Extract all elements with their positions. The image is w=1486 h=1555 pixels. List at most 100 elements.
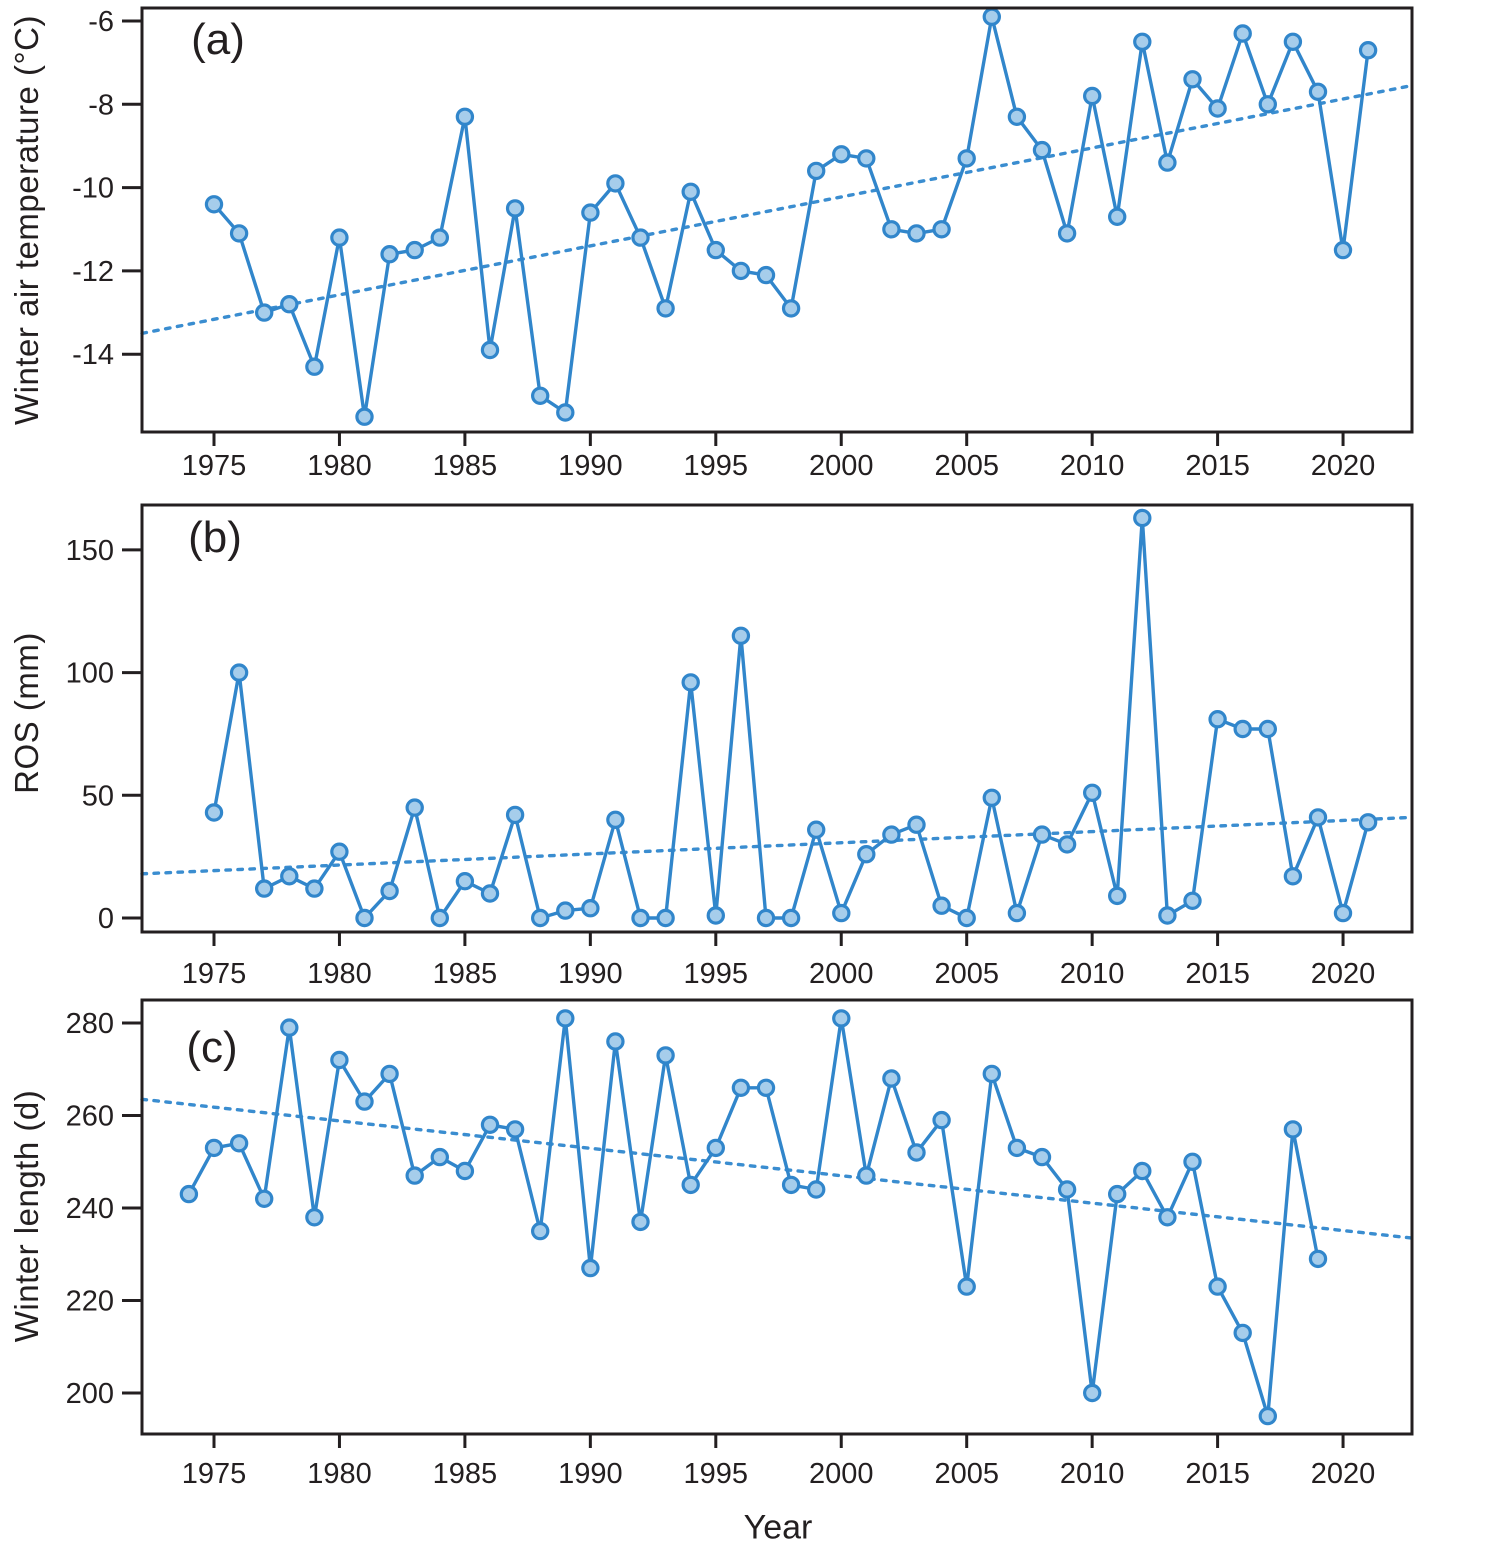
x-tick-label-b-1980: 1980 xyxy=(307,958,372,990)
data-point-b-2012 xyxy=(1133,508,1152,528)
x-tick-label-a-2020: 2020 xyxy=(1311,450,1376,482)
data-point-a-1983 xyxy=(405,240,424,260)
data-point-a-2006 xyxy=(982,7,1002,26)
data-point-c-1995 xyxy=(706,1138,726,1158)
data-point-a-2015 xyxy=(1208,99,1227,118)
data-point-a-2005 xyxy=(957,149,976,168)
data-point-b-1979 xyxy=(305,879,324,898)
x-tick-label-b-1975: 1975 xyxy=(182,958,247,990)
data-point-a-1990 xyxy=(581,203,600,222)
data-point-c-1986 xyxy=(480,1115,500,1135)
data-point-b-1997 xyxy=(756,908,776,928)
data-point-a-2021 xyxy=(1358,41,1378,60)
trend-line-b xyxy=(140,815,1414,876)
data-point-b-1999 xyxy=(807,820,826,839)
data-point-b-1998 xyxy=(781,908,801,928)
data-point-c-2009 xyxy=(1057,1180,1077,1199)
x-tick-label-c-1975: 1975 xyxy=(182,1458,247,1490)
data-point-c-1999 xyxy=(807,1180,826,1199)
data-point-a-1998 xyxy=(781,299,801,318)
trend-line-a xyxy=(140,83,1414,336)
data-point-c-2012 xyxy=(1133,1161,1152,1181)
data-point-a-1997 xyxy=(756,265,776,285)
data-line-b xyxy=(212,516,1370,920)
data-point-b-2014 xyxy=(1183,891,1202,911)
data-point-a-2011 xyxy=(1107,207,1127,226)
data-point-a-2013 xyxy=(1158,153,1177,172)
data-point-b-1991 xyxy=(606,810,625,830)
data-point-b-2015 xyxy=(1208,710,1227,729)
data-point-c-1997 xyxy=(756,1078,776,1098)
x-tick-label-a-2015: 2015 xyxy=(1185,450,1250,482)
data-point-b-2021 xyxy=(1358,813,1378,832)
data-point-c-2002 xyxy=(882,1069,901,1088)
y-tick-label-c-280: 280 xyxy=(66,1008,114,1040)
data-point-c-2001 xyxy=(857,1166,876,1185)
data-point-a-1994 xyxy=(681,182,700,201)
data-point-b-2017 xyxy=(1258,719,1278,739)
data-point-a-2009 xyxy=(1057,224,1077,243)
panel-letter-b: (b) xyxy=(188,513,242,562)
data-point-a-2004 xyxy=(932,220,951,239)
data-point-c-1994 xyxy=(681,1175,700,1195)
data-point-b-2013 xyxy=(1158,906,1177,925)
y-tick-label-a--6: -6 xyxy=(88,6,114,38)
data-point-a-2012 xyxy=(1133,32,1152,52)
data-point-a-1991 xyxy=(606,174,625,193)
x-tick-label-c-2010: 2010 xyxy=(1060,1458,1125,1490)
data-point-b-2004 xyxy=(932,896,951,915)
y-tick-label-a--14: -14 xyxy=(72,339,114,371)
panel-letter-c: (c) xyxy=(186,1023,238,1072)
data-point-c-2019 xyxy=(1308,1249,1328,1269)
data-point-c-1996 xyxy=(731,1078,751,1098)
data-point-c-1974 xyxy=(179,1184,199,1204)
x-tick-label-a-2005: 2005 xyxy=(934,450,999,482)
data-point-c-1980 xyxy=(330,1050,349,1070)
data-point-b-2011 xyxy=(1107,886,1127,906)
data-point-b-2006 xyxy=(982,788,1002,808)
y-tick-label-b-50: 50 xyxy=(82,780,114,812)
y-axis-label-c: Winter length (d) xyxy=(8,1089,45,1343)
data-point-a-1992 xyxy=(631,228,650,247)
data-point-b-1985 xyxy=(455,872,475,891)
data-point-a-2017 xyxy=(1258,95,1278,114)
data-point-b-1995 xyxy=(706,906,726,925)
data-point-b-1990 xyxy=(581,899,600,918)
data-point-a-1985 xyxy=(455,107,475,127)
data-point-b-1976 xyxy=(229,663,249,682)
data-point-b-2018 xyxy=(1283,867,1303,886)
data-point-c-1979 xyxy=(305,1208,324,1227)
data-point-a-1987 xyxy=(505,199,525,218)
data-point-a-1980 xyxy=(330,228,349,247)
data-point-b-1975 xyxy=(204,803,224,822)
data-point-a-2014 xyxy=(1183,70,1202,89)
data-point-c-2005 xyxy=(957,1277,976,1296)
data-point-c-1977 xyxy=(255,1189,274,1209)
data-point-a-1975 xyxy=(204,195,224,214)
data-point-b-1982 xyxy=(380,881,399,901)
panel-letter-a: (a) xyxy=(191,15,245,64)
data-point-a-2010 xyxy=(1082,86,1102,106)
data-point-c-2017 xyxy=(1258,1406,1278,1426)
y-tick-label-b-100: 100 xyxy=(66,658,114,690)
data-point-b-2001 xyxy=(857,845,876,864)
y-tick-label-c-260: 260 xyxy=(66,1101,114,1133)
data-point-c-2018 xyxy=(1283,1120,1303,1139)
data-point-a-1978 xyxy=(280,295,299,314)
x-tick-label-a-1975: 1975 xyxy=(182,450,247,482)
data-point-b-1987 xyxy=(505,805,525,825)
data-point-c-1990 xyxy=(581,1258,600,1278)
data-point-b-1993 xyxy=(656,908,675,928)
trend-line-c xyxy=(140,1097,1414,1240)
data-point-b-1977 xyxy=(255,879,274,898)
data-point-b-2005 xyxy=(957,908,976,928)
data-line-c xyxy=(187,1016,1320,1418)
panel-box-a xyxy=(140,6,1414,434)
data-point-a-2019 xyxy=(1308,82,1328,102)
data-point-a-1999 xyxy=(807,161,826,181)
x-tick-label-c-1980: 1980 xyxy=(307,1458,372,1490)
data-point-c-2000 xyxy=(832,1009,851,1028)
data-point-a-2018 xyxy=(1283,32,1303,52)
data-point-b-1988 xyxy=(531,908,550,928)
data-point-b-1989 xyxy=(556,901,575,920)
